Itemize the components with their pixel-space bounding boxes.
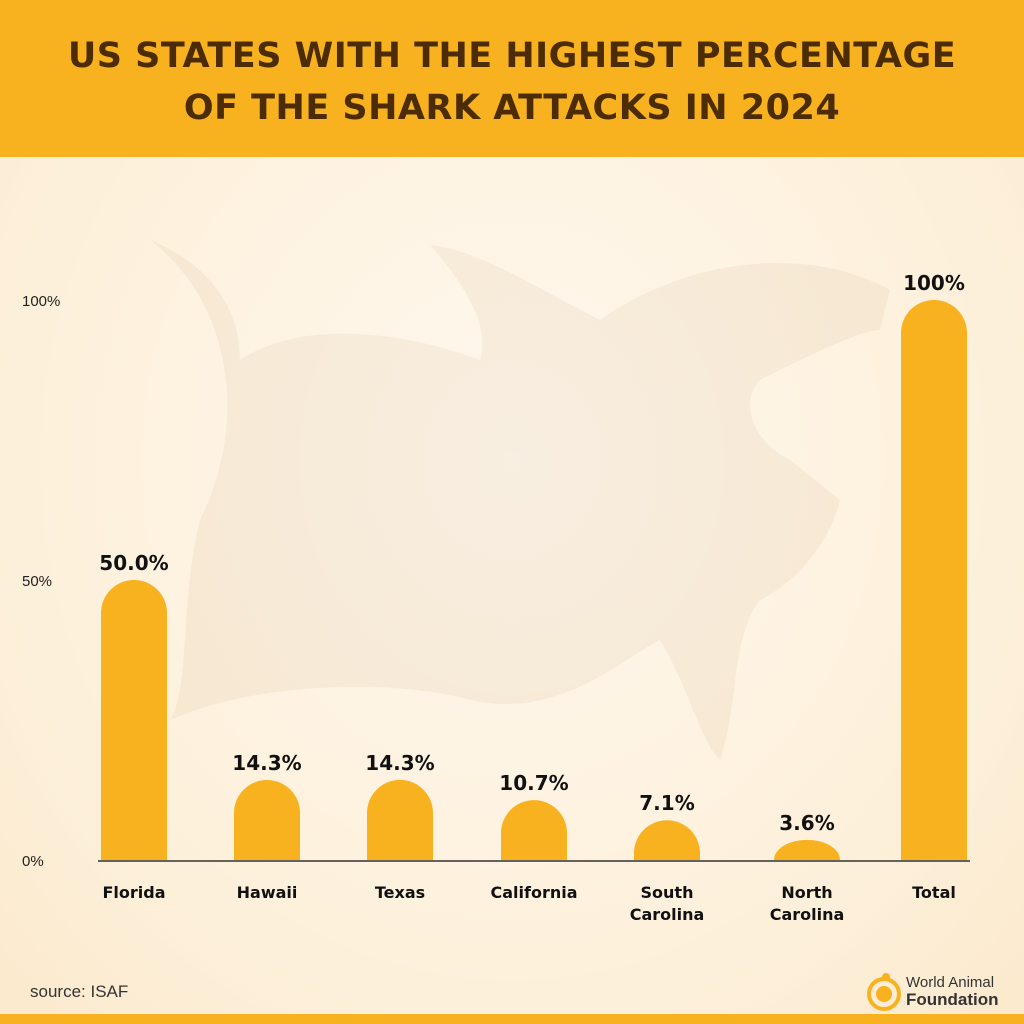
- logo-line-2: Foundation: [906, 990, 999, 1009]
- y-tick-label: 0%: [22, 853, 44, 870]
- title-line-2: OF THE SHARK ATTACKS IN 2024: [183, 88, 841, 128]
- x-tick-label: Florida: [102, 883, 165, 902]
- x-tick-label: Texas: [375, 883, 425, 902]
- bar-california: [501, 800, 567, 860]
- bar-florida: [101, 580, 167, 860]
- source-note: source: ISAF: [30, 982, 129, 1001]
- bar-hawaii: [234, 779, 300, 860]
- footer-bar: [0, 1014, 1024, 1024]
- world-animal-foundation-logo: World Animal Foundation: [866, 970, 1016, 1014]
- data-label: 10.7%: [499, 771, 568, 795]
- x-tick-label: Total: [912, 883, 956, 902]
- title-line-1: US STATES WITH THE HIGHEST PERCENTAGE: [67, 36, 957, 76]
- bar-south-carolina: [634, 820, 700, 860]
- y-tick-label: 50%: [22, 573, 52, 590]
- logo-icon: [867, 973, 901, 1011]
- header-banner: US STATES WITH THE HIGHEST PERCENTAGE OF…: [0, 0, 1024, 157]
- x-tick-label: Carolina: [770, 905, 845, 924]
- data-label: 100%: [903, 271, 965, 295]
- data-label: 14.3%: [232, 751, 301, 775]
- chart-title: US STATES WITH THE HIGHEST PERCENTAGE OF…: [0, 30, 1024, 134]
- data-label: 7.1%: [639, 791, 694, 815]
- data-label: 50.0%: [99, 551, 168, 575]
- y-tick-label: 100%: [22, 293, 60, 310]
- shark-watermark: [150, 240, 890, 760]
- bar-total: [901, 300, 967, 860]
- x-tick-label: California: [490, 883, 577, 902]
- x-tick-label: North: [781, 883, 832, 902]
- x-tick-label: Carolina: [630, 905, 705, 924]
- bar-texas: [367, 779, 433, 860]
- data-label: 3.6%: [779, 811, 834, 835]
- x-tick-label: South: [641, 883, 694, 902]
- logo-line-1: World Animal: [906, 974, 995, 991]
- x-tick-label: Hawaii: [237, 883, 298, 902]
- bar-north-carolina: [774, 839, 840, 860]
- data-label: 14.3%: [365, 751, 434, 775]
